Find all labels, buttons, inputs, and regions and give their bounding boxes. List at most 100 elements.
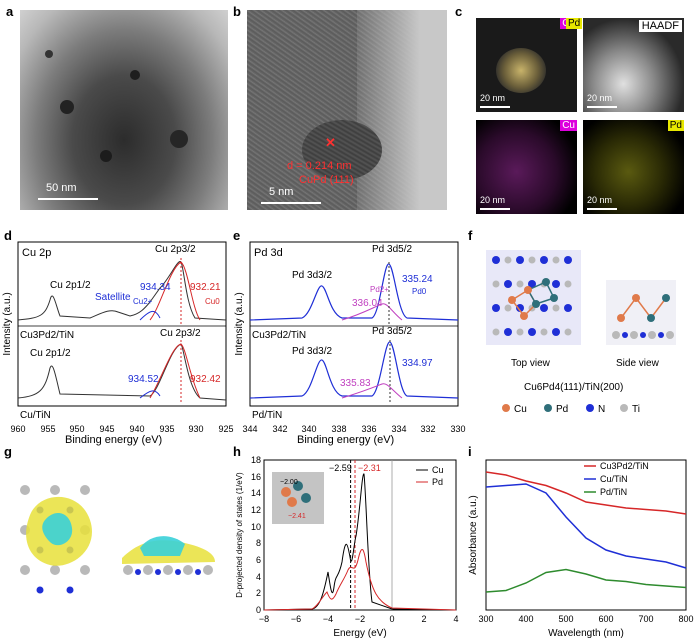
svg-text:12: 12 [251, 505, 261, 515]
eds-overlay-map: Cu 20 nm [476, 18, 577, 112]
svg-text:−2: −2 [355, 614, 365, 624]
scale-bar-b: 5 nm [269, 186, 294, 198]
top-view-label: Top view [511, 358, 551, 369]
haadf-map: HAADF 20 nm [583, 18, 684, 112]
charge-density-g [20, 485, 215, 594]
absorbance-chart-i: 300 400 500 600 700 800 Cu3Pd2/TiN Cu/TiN Pd/… [468, 459, 694, 639]
series-line-2 [485, 568, 687, 593]
d-ylabel: Intensity (a.u.) [2, 292, 13, 355]
svg-text:2: 2 [421, 614, 426, 624]
e-xlabel: Binding energy (eV) [297, 434, 395, 446]
tag-pd: Pd [566, 18, 583, 29]
d-xtick-2: 950 [69, 424, 84, 434]
d-xtick-5: 935 [159, 424, 174, 434]
tag-haadf: HAADF [638, 20, 682, 32]
panel-label-a: a [6, 4, 14, 19]
svg-text:16: 16 [251, 472, 261, 482]
panel-label-b: b [233, 4, 241, 19]
e-top-sample-label: Cu3Pd2/TiN [252, 330, 306, 341]
e-ylabel: Intensity (a.u.) [234, 292, 245, 355]
peak-top-cu2-label: 934.34 [140, 282, 171, 293]
top-sample-label: Cu3Pd2/TiN [20, 330, 74, 341]
panel-label-e: e [233, 228, 241, 243]
legend-cu-dot [502, 404, 510, 412]
i-legend: Cu3Pd2/TiN Cu/TiN Pd/TiN [584, 461, 649, 497]
svg-text:−8: −8 [259, 614, 269, 624]
ann-pd-center: −2.31 [358, 463, 381, 473]
dos-inset: −2.00 −2.41 [272, 472, 324, 524]
top-pd3d52-label: Pd 3d5/2 [372, 244, 412, 255]
svg-text:14: 14 [251, 488, 261, 498]
i-xtick-0: 300 [478, 614, 493, 624]
legend-pd-dot [544, 404, 552, 412]
panel-label-h: h [233, 444, 241, 459]
cu0-label: Cu0 [205, 297, 220, 306]
scale-bar-c2: 20 nm [587, 93, 613, 103]
i-xticks: 300 400 500 600 700 800 [478, 614, 693, 624]
peak-bot-cu2-label: 934.52 [128, 374, 159, 385]
e-xtick-5: 334 [391, 424, 406, 434]
inset-val-2: −2.41 [288, 513, 306, 520]
i-xtick-4: 700 [638, 614, 653, 624]
charge-side-view [122, 536, 215, 575]
element-legend: Cu Pd N Ti [502, 404, 640, 415]
svg-text:10: 10 [251, 522, 261, 532]
top-cu2p32-label: Cu 2p3/2 [155, 244, 196, 255]
panel-label-f: f [468, 228, 473, 243]
bottom-cu2p12-label: Cu 2p1/2 [30, 348, 71, 359]
d-xtick-0: 960 [10, 424, 25, 434]
svg-text:18: 18 [251, 455, 261, 465]
pd-map: Pd 20 nm [583, 120, 684, 214]
d-xtick-6: 930 [188, 424, 203, 434]
legend-n: N [598, 404, 605, 415]
hrtem-image-b: ✕ d = 0.214 nm CuPd (111) 5 nm [247, 10, 447, 210]
legend-pd-line: Pd [432, 477, 443, 487]
e-xtick-4: 336 [361, 424, 376, 434]
legend-n-dot [586, 404, 594, 412]
crystal-structure-f: Top view Side view Cu6Pd4(111)/TiN(200) … [486, 250, 676, 415]
pd0-label: Pd0 [412, 287, 427, 296]
cu-map: Cu 20 nm [476, 120, 577, 214]
ann-cu-center: −2.59 [329, 463, 352, 473]
series-line-1 [485, 483, 687, 569]
svg-text:−4: −4 [323, 614, 333, 624]
e-xtick-1: 342 [272, 424, 287, 434]
svg-text:4: 4 [256, 572, 261, 582]
bottom-pd3d52-label: Pd 3d5/2 [372, 326, 412, 337]
panel-label-c: c [455, 4, 463, 19]
d-xtick-3: 945 [99, 424, 114, 434]
svg-text:0: 0 [256, 605, 261, 615]
legend-pd-tin: Pd/TiN [600, 487, 627, 497]
i-xtick-2: 500 [558, 614, 573, 624]
d-xtick-4: 940 [129, 424, 144, 434]
side-view-label: Side view [616, 358, 660, 369]
scale-bar-c3: 20 nm [480, 195, 506, 205]
e-bottom-sample-label: Pd/TiN [252, 410, 282, 421]
inset-val-1: −2.00 [280, 479, 298, 486]
h-ylabel: D-projected density of states (1/eV) [235, 472, 244, 598]
tem-image-a: 50 nm [20, 10, 228, 210]
satellite-label: Satellite [95, 292, 131, 303]
tag-cu-map: Cu [560, 120, 577, 131]
legend-ti-dot [620, 404, 628, 412]
svg-text:6: 6 [256, 555, 261, 565]
peak-top-cu0-label: 932.21 [190, 282, 221, 293]
peak-bot-cu0-label: 932.42 [190, 374, 221, 385]
peak-top-pd0-label: 335.24 [402, 274, 433, 285]
peak-bot-pd0-label: 334.97 [402, 358, 433, 369]
e-xtick-3: 338 [331, 424, 346, 434]
svg-text:4: 4 [453, 614, 458, 624]
panel-label-g: g [4, 444, 12, 459]
panel-label-d: d [4, 228, 12, 243]
svg-text:−6: −6 [291, 614, 301, 624]
side-view-lattice [606, 280, 676, 345]
legend-cu3pd2: Cu3Pd2/TiN [600, 461, 649, 471]
d-spacing-label: d = 0.214 nm [287, 160, 352, 172]
peak-top-pd2-label: 336.04 [352, 298, 383, 309]
top-cu2p12-label: Cu 2p1/2 [50, 280, 91, 291]
e-xtick-2: 340 [301, 424, 316, 434]
panel-label-i: i [468, 444, 472, 459]
top-pd3d32-label: Pd 3d3/2 [292, 270, 332, 281]
legend-ti: Ti [632, 404, 640, 415]
charge-top-view [20, 485, 92, 594]
